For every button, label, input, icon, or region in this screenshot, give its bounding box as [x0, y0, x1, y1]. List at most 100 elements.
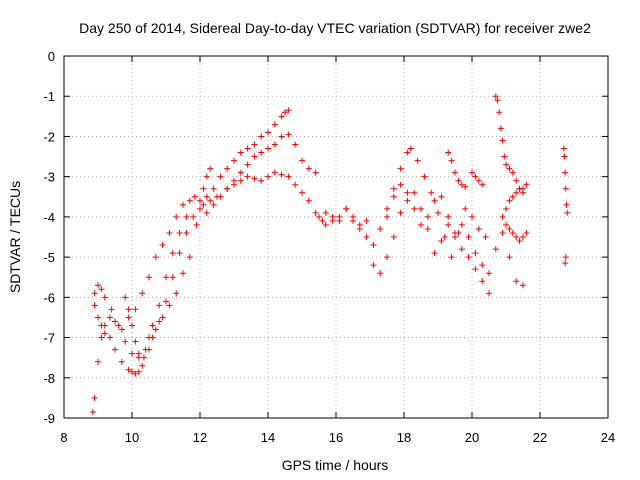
- data-point: [503, 205, 509, 212]
- data-point: [424, 225, 431, 232]
- data-point: [251, 153, 258, 160]
- data-point: [265, 145, 271, 152]
- data-point: [173, 213, 180, 220]
- data-point: [200, 185, 207, 192]
- data-point: [503, 161, 509, 168]
- data-point: [108, 306, 115, 313]
- data-point: [472, 250, 479, 257]
- data-point: [407, 145, 414, 152]
- data-point: [428, 189, 435, 196]
- data-point: [292, 181, 299, 188]
- data-point: [499, 229, 506, 236]
- series-arc-k: [499, 181, 530, 220]
- data-point: [441, 234, 448, 240]
- data-point: [217, 193, 224, 200]
- data-point: [118, 358, 125, 365]
- data-point: [149, 334, 156, 341]
- data-point: [492, 246, 499, 253]
- data-point: [112, 346, 118, 353]
- data-point: [509, 193, 516, 200]
- data-point: [132, 338, 139, 345]
- data-point: [156, 302, 163, 309]
- data-point: [278, 113, 285, 120]
- data-point: [159, 242, 166, 249]
- data-point: [523, 229, 530, 236]
- data-point: [149, 322, 156, 329]
- data-point: [411, 205, 418, 212]
- data-point: [479, 262, 486, 269]
- data-point: [350, 217, 356, 224]
- data-point: [509, 169, 516, 176]
- data-point: [520, 185, 526, 192]
- data-point: [271, 169, 278, 176]
- data-point: [258, 177, 265, 184]
- series-arc-j: [492, 93, 526, 196]
- data-point: [299, 189, 305, 196]
- data-point: [503, 221, 509, 228]
- data-point: [163, 298, 169, 305]
- data-point: [312, 209, 319, 216]
- data-point: [322, 221, 329, 228]
- data-point: [125, 306, 132, 313]
- data-point: [421, 173, 428, 180]
- data-point: [465, 234, 472, 240]
- x-tick-label: 18: [397, 430, 411, 445]
- data-point: [258, 149, 265, 156]
- series-arc-a: [89, 107, 292, 415]
- data-point: [411, 189, 418, 196]
- data-point: [513, 177, 520, 184]
- data-point: [458, 246, 465, 253]
- x-axis-label: GPS time / hours: [282, 457, 389, 473]
- data-point: [129, 350, 135, 357]
- data-point: [91, 394, 98, 401]
- data-point: [191, 193, 198, 200]
- data-point: [129, 368, 135, 375]
- data-point: [156, 318, 163, 325]
- data-point: [305, 165, 312, 172]
- data-point: [118, 326, 125, 333]
- data-point: [562, 169, 569, 176]
- data-point: [173, 290, 180, 297]
- data-point: [319, 217, 326, 224]
- data-point: [251, 141, 258, 148]
- data-point: [520, 282, 526, 289]
- data-point: [91, 302, 98, 309]
- data-point: [448, 157, 455, 164]
- series-arc-m: [560, 145, 571, 267]
- data-point: [186, 254, 193, 261]
- data-point: [414, 157, 421, 164]
- chart-title: Day 250 of 2014, Sidereal Day-to-day VTE…: [79, 20, 591, 36]
- data-point: [265, 173, 271, 180]
- series-arc-h: [445, 149, 469, 190]
- data-point: [163, 274, 169, 281]
- x-tick-label: 14: [261, 430, 275, 445]
- data-point: [506, 225, 513, 232]
- data-point: [448, 254, 455, 261]
- data-point: [329, 213, 336, 220]
- data-point: [390, 185, 397, 192]
- data-point: [516, 238, 523, 245]
- data-point: [271, 141, 278, 148]
- data-point: [560, 145, 567, 152]
- data-point: [132, 306, 139, 313]
- data-point: [472, 266, 479, 273]
- x-tick-label: 20: [465, 430, 479, 445]
- data-point: [486, 290, 492, 297]
- data-point: [501, 153, 508, 160]
- data-point: [207, 165, 214, 172]
- data-point: [135, 368, 142, 375]
- data-point: [125, 314, 132, 321]
- x-tick-label: 22: [533, 430, 547, 445]
- data-point: [197, 197, 203, 204]
- data-point: [95, 282, 101, 289]
- data-point: [363, 234, 370, 240]
- y-tick-label: -5: [43, 250, 55, 265]
- data-series: [89, 93, 571, 415]
- data-point: [506, 165, 513, 172]
- data-point: [499, 213, 506, 220]
- data-point: [278, 171, 285, 178]
- data-point: [166, 229, 173, 236]
- data-point: [207, 197, 214, 204]
- data-point: [224, 165, 231, 172]
